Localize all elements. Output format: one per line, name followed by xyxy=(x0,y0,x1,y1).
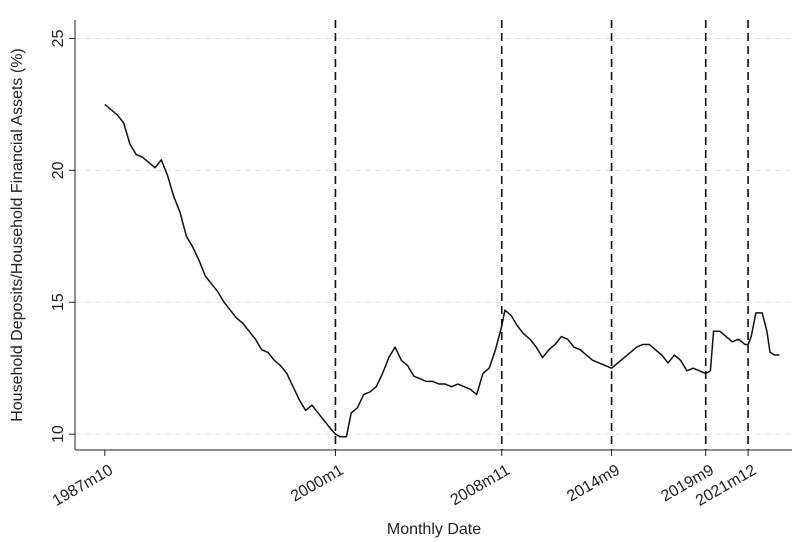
x-tick-label: 2000m1 xyxy=(288,462,347,506)
y-axis-title: Household Deposits/Household Financial A… xyxy=(9,48,26,422)
data-line xyxy=(104,103,780,438)
x-tick-label: 1987m10 xyxy=(50,462,116,510)
x-axis-title: Monthly Date xyxy=(387,521,481,538)
y-tick-label: 20 xyxy=(50,161,67,179)
y-tick-label: 15 xyxy=(50,293,67,311)
x-tick-label: 2014m9 xyxy=(564,462,623,506)
x-tick-label: 2008m11 xyxy=(448,462,513,510)
y-tick-label: 25 xyxy=(50,29,67,47)
y-tick-label: 10 xyxy=(50,425,67,443)
